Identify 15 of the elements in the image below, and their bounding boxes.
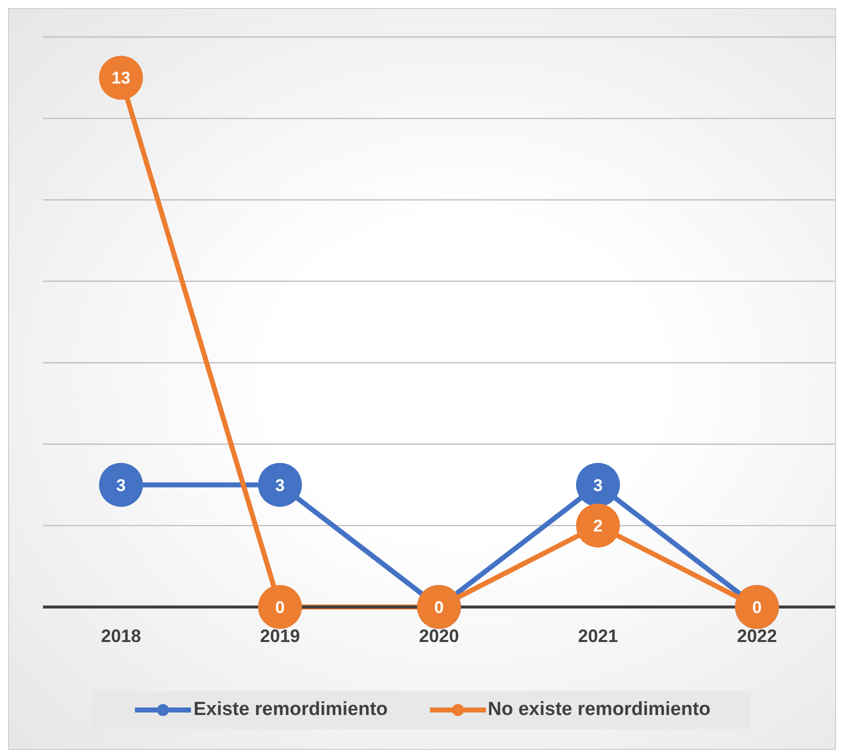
x-tick-label: 2022	[736, 626, 778, 646]
legend-label: Existe remordimiento	[192, 699, 388, 721]
x-tick-label: 2018	[100, 626, 142, 646]
x-tick-label: 2020	[418, 626, 460, 646]
data-label: 0	[752, 598, 762, 617]
data-label: 3	[116, 476, 126, 495]
data-label: 0	[275, 598, 285, 617]
data-label: 3	[593, 476, 603, 495]
legend-label: No existe remordimiento	[486, 699, 711, 721]
data-label: 0	[434, 598, 444, 617]
x-tick-label: 2019	[260, 626, 300, 646]
data-label: 13	[112, 68, 130, 88]
data-label: 2	[593, 516, 603, 536]
x-tick-label: 2021	[578, 626, 618, 646]
data-label: 3	[275, 476, 285, 495]
